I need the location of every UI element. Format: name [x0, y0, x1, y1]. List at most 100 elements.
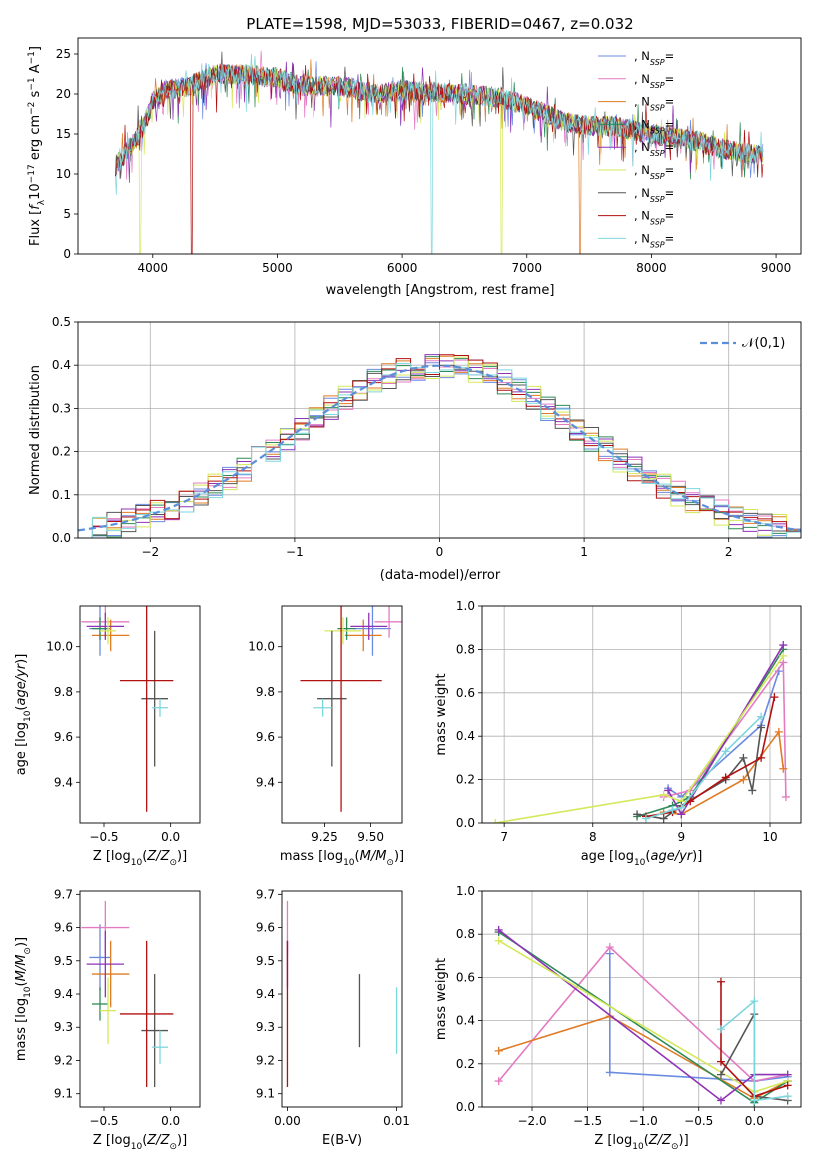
- y-tick-label: 0.8: [456, 642, 475, 656]
- axes-frame: [481, 605, 802, 824]
- y-tick-label: 1.0: [456, 599, 475, 613]
- x-tick-label: 5000: [262, 261, 293, 275]
- y-axis-label: mass weight: [434, 673, 449, 755]
- marker-salpeter-stelib: [716, 977, 725, 986]
- x-axis-label: Z [log10(Z/Z⊙)]: [93, 1133, 187, 1152]
- x-tick-label: 9.50: [357, 830, 384, 844]
- y-tick-label: 0: [63, 247, 71, 261]
- y-tick-label: 0.1: [52, 488, 71, 502]
- x-tick-label: −0.5: [89, 1114, 118, 1128]
- y-tick-label: 0.5: [52, 315, 71, 329]
- x-axis-label: age [log10(age/yr)]: [581, 849, 703, 868]
- legend-label-salpeter-elodie: , NSSP=: [634, 140, 674, 158]
- plot-area: [286, 900, 398, 1088]
- marker-salpeter-miles: [781, 792, 790, 801]
- x-tick-label: 9000: [761, 261, 792, 275]
- y-tick-label: 0.2: [456, 1057, 475, 1071]
- x-tick-label: −0.5: [684, 1114, 713, 1128]
- x-axis-label: (data-model)/error: [380, 568, 501, 583]
- axes-frame: [79, 605, 201, 824]
- mass_weight_vs_age-panel: 7 8 9 10 0.0 0.2 0.4 0.6 0.8 1.0 age [log10(age/yr…: [434, 599, 802, 868]
- legend-label-chabrier-miles: , NSSP=: [634, 49, 674, 67]
- x-tick-label: 0: [436, 545, 444, 559]
- plot-area: [494, 925, 792, 1107]
- marker-kroupa-stelib: [750, 1096, 759, 1105]
- marker-salpeter-miles: [494, 1077, 503, 1086]
- y-tick-label: 9.1: [256, 1087, 275, 1101]
- x-axis-label: Z [log10(Z/Z⊙)]: [594, 1133, 688, 1152]
- line-chabrier-miles: [667, 670, 780, 799]
- y-tick-label: 9.7: [256, 887, 275, 901]
- marker-kroupa-stelib: [716, 1025, 725, 1034]
- x-tick-label: 8000: [636, 261, 667, 275]
- marker-salpeter-elodie: [664, 786, 673, 795]
- axes-frame: [77, 321, 802, 539]
- line-salpeter-miles: [663, 660, 787, 798]
- axes-frame: [481, 890, 802, 1108]
- y-tick-label: 9.3: [54, 1020, 73, 1034]
- y-tick-label: 9.6: [256, 921, 275, 935]
- marker-salpeter-stelib: [783, 1081, 792, 1090]
- marker-kroupa-stelib: [757, 712, 766, 721]
- x-tick-label: 6000: [387, 261, 418, 275]
- x-tick-label: −0.5: [89, 830, 118, 844]
- marker-kroupa-miles: [494, 1046, 503, 1055]
- line-salpeter-elodie: [498, 929, 788, 1102]
- spectrum-legend: , NSSP= , NSSP= , NSSP= , NSSP= , NSSP= , NSS…: [598, 49, 674, 249]
- mass_vs_Z-panel: −0.5 0.0 9.1 9.2 9.3 9.4 9.5 9.6 9.7 Z [log10(Z/Z…: [14, 887, 201, 1152]
- y-tick-label: 9.8: [256, 685, 275, 699]
- y-tick-label: 9.6: [54, 730, 73, 744]
- marker-salpeter-stelib: [757, 753, 766, 762]
- line-salpeter-stelib: [645, 696, 776, 818]
- x-tick-label: 10: [762, 830, 777, 844]
- histogram-kroupa-stelib: [78, 362, 801, 538]
- x-axis-label: E(B-V): [322, 1133, 362, 1148]
- y-tick-label: 9.5: [256, 954, 275, 968]
- spectrum-line-kroupa-elodie: [115, 64, 764, 254]
- marker-chabrier-stelib: [633, 810, 642, 819]
- marker-salpeter-elodie: [779, 641, 788, 650]
- y-tick-label: 0.4: [456, 729, 475, 743]
- x-tick-label: 1: [580, 545, 588, 559]
- y-tick-label: 9.2: [54, 1053, 73, 1067]
- legend-label-normal: 𝒩(0,1): [742, 336, 785, 351]
- y-tick-label: 9.5: [54, 954, 73, 968]
- x-tick-label: 9: [678, 830, 686, 844]
- x-tick-label: 0.00: [274, 1114, 301, 1128]
- mass_vs_EBV-panel: 0.00 0.01 9.1 9.2 9.3 9.4 9.5 9.6 9.7 E(B-V): [256, 887, 410, 1148]
- marker-chabrier-stelib: [659, 814, 668, 823]
- y-tick-label: 0.0: [456, 816, 475, 830]
- histogram-kroupa-elodie: [78, 356, 801, 538]
- x-tick-label: 2: [725, 545, 733, 559]
- y-tick-label: 0.0: [456, 1100, 475, 1114]
- legend-label-kroupa-stelib: , NSSP=: [634, 231, 674, 249]
- marker-kroupa-elodie: [659, 790, 668, 799]
- legend-label-salpeter-stelib: , NSSP=: [634, 209, 674, 227]
- y-tick-label: 20: [56, 87, 71, 101]
- axes-frame: [77, 37, 802, 255]
- y-tick-label: 0.0: [52, 531, 71, 545]
- y-axis-label: mass [log10(M/M⊙)]: [14, 937, 33, 1061]
- y-axis-label: Normed distribution: [28, 365, 43, 495]
- age_vs_mass-panel: 9.25 9.50 9.4 9.6 9.8 10.0 mass [log10(M/M⊙)]: [248, 605, 404, 868]
- residuals-panel: −2 −1 0 1 2 0.0 0.1 0.2 0.3 0.4 0.5 𝒩(0,1) (data-mod…: [28, 315, 802, 583]
- spectrum-panel: 4000 5000 6000 7000 8000 9000 0 5 10 15 20 25 , NSSP…: [27, 37, 802, 298]
- plot-area: [78, 354, 801, 538]
- y-tick-label: 0.2: [456, 773, 475, 787]
- x-axis-label: mass [log10(M/M⊙)]: [280, 849, 404, 868]
- y-tick-label: 9.4: [54, 775, 73, 789]
- x-tick-label: 0.0: [161, 1114, 180, 1128]
- marker-salpeter-miles: [605, 943, 614, 952]
- x-tick-label: 0.0: [745, 1114, 764, 1128]
- x-tick-label: 4000: [138, 261, 169, 275]
- marker-kroupa-miles: [779, 764, 788, 773]
- marker-kroupa-stelib: [750, 997, 759, 1006]
- plot-area: [491, 641, 790, 823]
- x-tick-label: 8: [589, 830, 597, 844]
- y-tick-label: 9.2: [256, 1053, 275, 1067]
- y-tick-label: 15: [56, 127, 71, 141]
- y-tick-label: 9.4: [54, 987, 73, 1001]
- line-kroupa-stelib: [720, 999, 788, 1102]
- y-tick-label: 9.3: [256, 1020, 275, 1034]
